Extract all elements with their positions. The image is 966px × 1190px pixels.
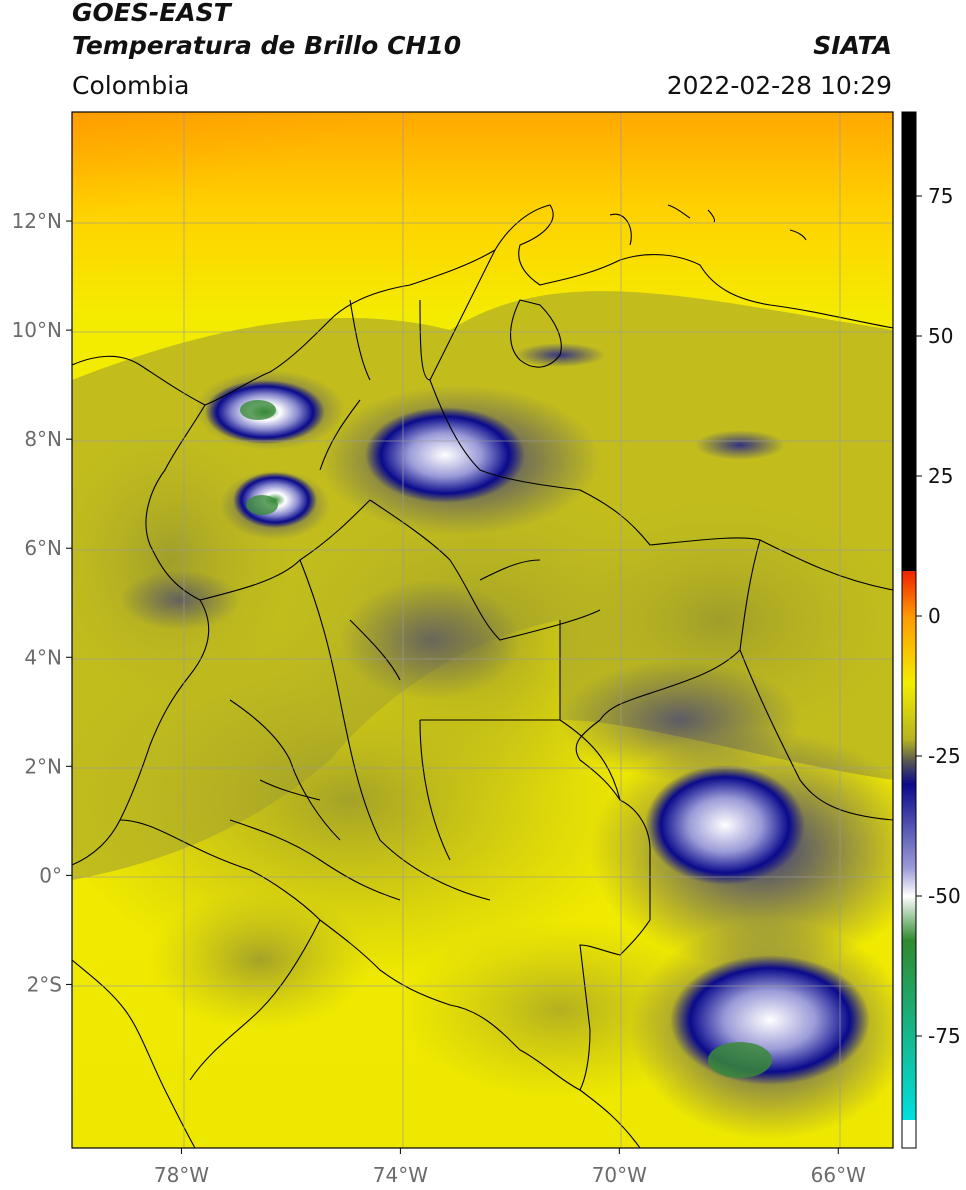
colorbar-segment-white [902,1120,916,1148]
colorbar-tick-label: -50 [928,884,961,908]
lat-tick-label: 0° [39,863,62,887]
latitude-ticks: 12°N 10°N 8°N 6°N 4°N 2°N 0° 2°S [12,209,72,996]
lat-tick-label: 4°N [24,645,62,669]
coastlines-and-borders [72,204,893,1148]
colorbar-tick-label: 75 [928,184,953,208]
lat-tick-label: 2°S [27,972,62,996]
lat-tick-label: 12°N [12,209,62,233]
colorbar-tick-label: -75 [928,1024,961,1048]
map-frame [71,111,894,1149]
colorbar-segment-cold [902,571,916,1120]
colorbar-tick-label: 50 [928,324,953,348]
colorbar-ticks: 75 50 25 0 -25 -50 -75 [916,184,961,1048]
colorbar-tick-label: 0 [928,604,941,628]
colorbar-tick-label: -25 [928,744,961,768]
lon-tick-label: 66°W [811,1163,866,1187]
lon-tick-label: 74°W [373,1163,428,1187]
lat-tick-label: 8°N [24,427,62,451]
product-title: Temperatura de Brillo CH10 [72,31,462,60]
graticule [72,112,893,1148]
lon-tick-label: 78°W [154,1163,209,1187]
colorbar: 75 50 25 0 -25 -50 -75 [901,111,961,1149]
colorbar-frame [901,111,917,1149]
colorbar-tick-label: 25 [928,464,953,488]
lon-tick-label: 70°W [592,1163,647,1187]
longitude-ticks: 78°W 74°W 70°W 66°W [154,1148,866,1187]
lat-tick-label: 2°N [24,754,62,778]
datetime-label: 2022-02-28 10:29 [666,71,892,100]
lat-tick-label: 6°N [24,536,62,560]
brightness-temperature-field [72,112,893,1148]
region-label: Colombia [72,71,190,100]
organization-label: SIATA [813,31,892,60]
colorbar-segment-black [902,112,916,572]
lat-tick-label: 10°N [12,318,62,342]
satellite-title: GOES-EAST [72,0,231,27]
